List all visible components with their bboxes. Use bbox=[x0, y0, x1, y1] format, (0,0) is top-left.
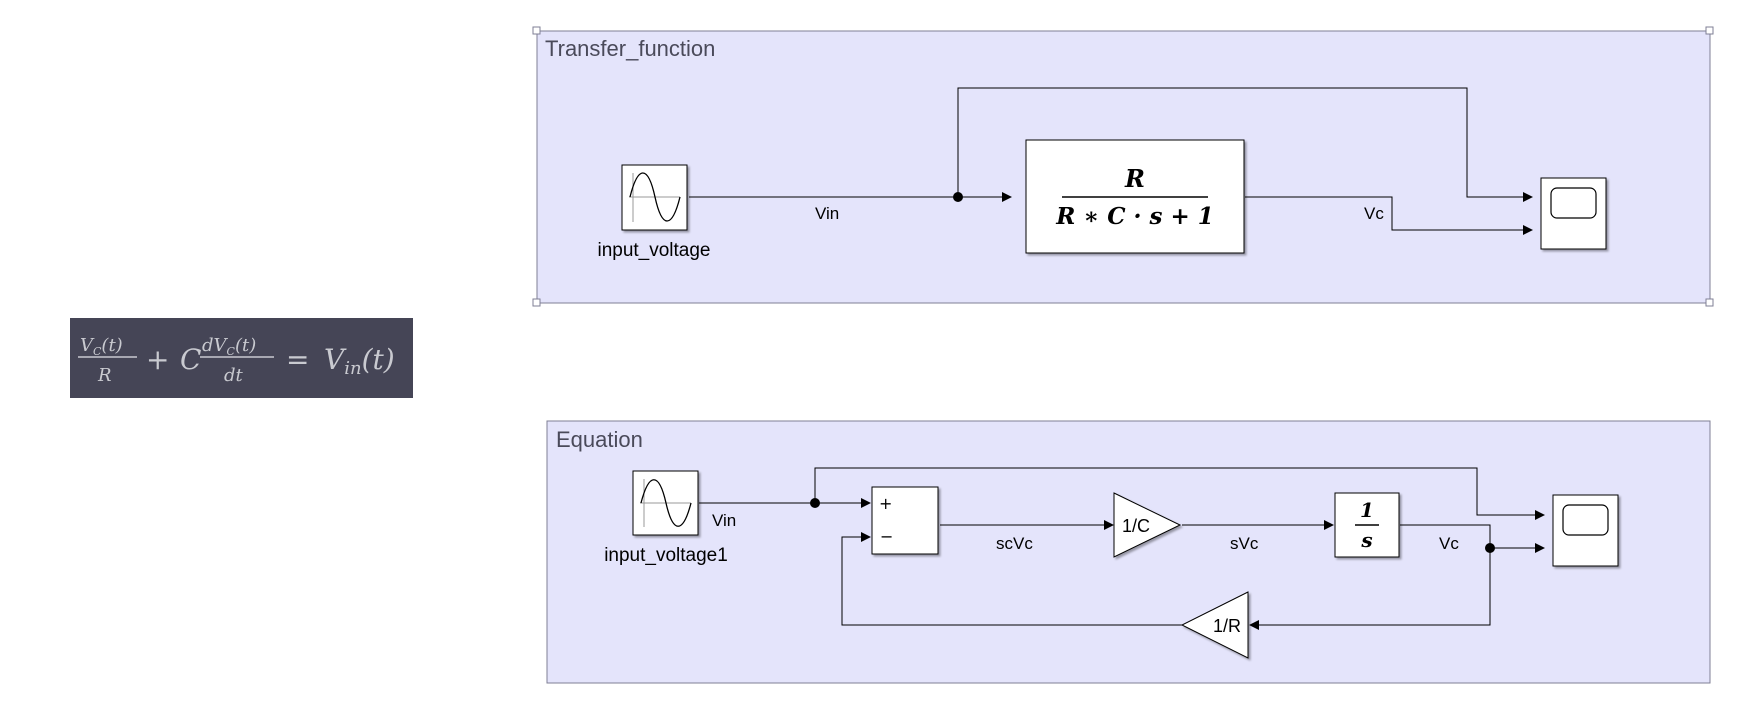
signal-line-vc[interactable] bbox=[1245, 196, 1533, 235]
integrator-block[interactable]: 1 s bbox=[1334, 492, 1400, 558]
equation-coef: C bbox=[180, 343, 201, 376]
tf-numerator: R bbox=[1124, 164, 1145, 193]
signal-label-vin-eq[interactable]: Vin bbox=[712, 511, 736, 530]
sine-wave-source-block[interactable] bbox=[621, 164, 688, 231]
equation-den2: dt bbox=[224, 365, 244, 386]
transfer-area-title: Transfer_function bbox=[545, 36, 715, 61]
signal-line-vc-eq[interactable] bbox=[1400, 524, 1545, 553]
signal-label-vin[interactable]: Vin bbox=[815, 204, 839, 223]
sine-wave-icon bbox=[640, 479, 692, 527]
scope-screen-icon bbox=[1562, 504, 1609, 536]
equation-num1: VC(t) bbox=[80, 335, 123, 358]
scope-screen-icon bbox=[1550, 187, 1597, 219]
source-block-label[interactable]: input_voltage bbox=[597, 240, 710, 261]
signal-line-vin-eq-branch[interactable] bbox=[814, 467, 1545, 520]
sum-block-body[interactable] bbox=[871, 486, 939, 555]
equation-area[interactable]: Equation Vin scVc sVc Vc input_voltage1 … bbox=[546, 420, 1711, 684]
equation-area-frame[interactable] bbox=[546, 420, 1711, 684]
sine-wave-source-block-1[interactable] bbox=[632, 470, 699, 536]
branch-point-vc bbox=[1485, 543, 1495, 553]
transfer-fcn-block[interactable]: R R ∗ C · s + 1 bbox=[1025, 139, 1245, 254]
equation-den1: R bbox=[97, 365, 112, 386]
signal-label-svc[interactable]: sVc bbox=[1230, 534, 1259, 553]
sum-minus-sign: − bbox=[880, 527, 893, 546]
scope-block[interactable] bbox=[1540, 177, 1607, 250]
source-block-1-label[interactable]: input_voltage1 bbox=[604, 545, 728, 566]
equation-plus: + bbox=[146, 343, 169, 376]
gain-c-label: 1/C bbox=[1122, 516, 1150, 536]
transfer-function-area[interactable]: Transfer_function Vin Vc input_voltage R… bbox=[532, 26, 1714, 307]
resize-handle-bottom-left[interactable] bbox=[532, 298, 541, 307]
gain-r-label: 1/R bbox=[1213, 616, 1241, 636]
signal-label-scvc[interactable]: scVc bbox=[996, 534, 1033, 553]
integrator-numerator: 1 bbox=[1360, 498, 1374, 522]
feedback-line-vc[interactable] bbox=[1249, 548, 1491, 630]
signal-label-vc[interactable]: Vc bbox=[1364, 204, 1384, 223]
feedback-line-sum[interactable] bbox=[841, 532, 1182, 626]
equation-background bbox=[70, 318, 413, 398]
equation-equals: = bbox=[286, 343, 309, 376]
resize-handle-bottom-right[interactable] bbox=[1705, 298, 1714, 307]
resize-handle-top-right[interactable] bbox=[1705, 26, 1714, 35]
integrator-denominator: s bbox=[1360, 528, 1372, 552]
branch-point bbox=[953, 192, 963, 202]
scope-block-1[interactable] bbox=[1552, 494, 1619, 567]
tf-denominator: R ∗ C · s + 1 bbox=[1055, 203, 1214, 230]
resize-handle-top-left[interactable] bbox=[532, 26, 541, 35]
branch-point-vin bbox=[810, 498, 820, 508]
sum-block[interactable]: + − bbox=[871, 486, 939, 555]
gain-block-1-over-r[interactable]: 1/R bbox=[1180, 591, 1249, 659]
signal-line-vin-branch[interactable] bbox=[957, 87, 1533, 202]
integrator-body[interactable] bbox=[1334, 492, 1400, 558]
sine-wave-icon bbox=[629, 172, 681, 222]
equation-area-title: Equation bbox=[556, 427, 643, 452]
equation-num2: dVC(t) bbox=[202, 335, 256, 358]
equation-rhs: Vin(t) bbox=[324, 343, 395, 379]
equation-image: VC(t) R + C dVC(t) dt = Vin(t) bbox=[70, 318, 413, 398]
signal-label-vc-eq[interactable]: Vc bbox=[1439, 534, 1459, 553]
sum-plus-sign: + bbox=[879, 494, 892, 513]
gain-block-1-over-c[interactable]: 1/C bbox=[1113, 492, 1182, 558]
gain-c-body[interactable] bbox=[1113, 492, 1182, 558]
gain-r-body[interactable] bbox=[1180, 591, 1249, 659]
